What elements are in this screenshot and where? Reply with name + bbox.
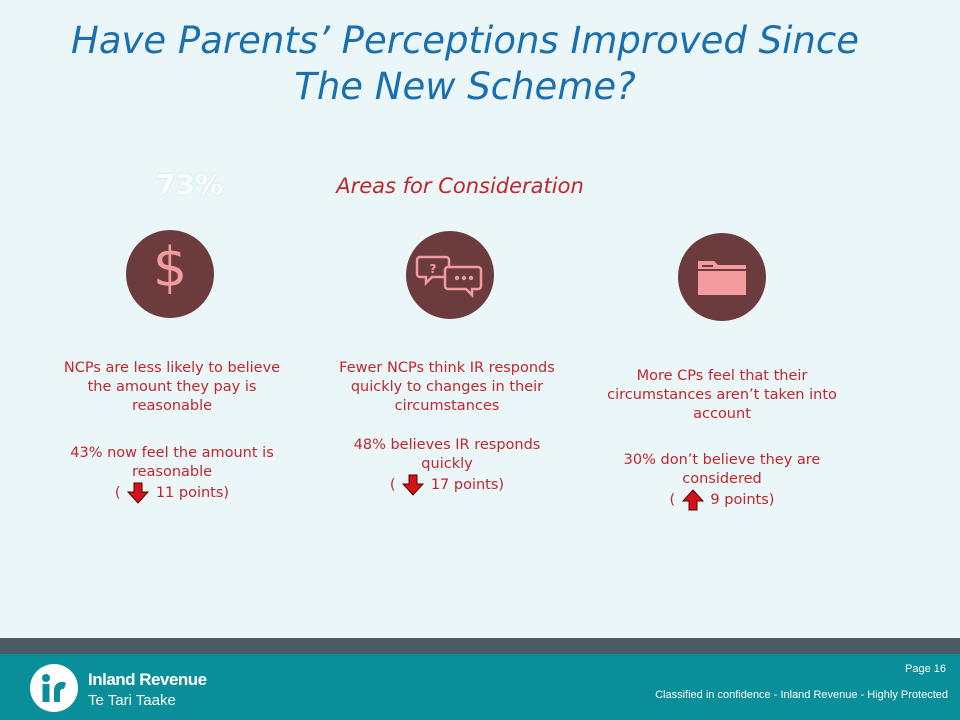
page-number: Page 16 [905, 663, 946, 675]
change-points: 9 points) [710, 492, 775, 508]
column-amount-stat-text: 43% now feel the amount is reasonable [70, 445, 274, 480]
title-line-2: The New Scheme? [294, 65, 636, 108]
up-arrow-icon [681, 489, 704, 511]
speech-bubbles-icon: ? [415, 255, 483, 299]
change-points: 17 points) [430, 477, 505, 493]
folder-icon [698, 261, 746, 295]
folder-icon-circle [678, 233, 766, 321]
change-open-paren: ( [389, 477, 396, 493]
dollar-icon: $ [152, 236, 188, 299]
ghost-percentage: 73% [156, 168, 224, 201]
column-circumstances: More CPs feel that their circumstances a… [602, 367, 842, 511]
column-circumstances-stat-text: 30% don’t believe they are considered [623, 452, 821, 487]
column-amount-finding: NCPs are less likely to believe the amou… [63, 360, 281, 414]
change-open-paren: ( [669, 492, 676, 508]
slide-title: Have Parents’ Perceptions Improved Since… [0, 18, 930, 110]
section-subtitle: Areas for Consideration [336, 174, 584, 198]
title-line-1: Have Parents’ Perceptions Improved Since [71, 19, 859, 62]
column-responsiveness: Fewer NCPs think IR responds quickly to … [327, 359, 567, 496]
column-amount: NCPs are less likely to believe the amou… [52, 359, 292, 504]
brand-name: Inland Revenue [88, 670, 207, 689]
change-open-paren: ( [114, 485, 121, 501]
brand-text: Inland Revenue Te Tari Taake [88, 670, 207, 709]
brand-maori-name: Te Tari Taake [88, 692, 176, 709]
speech-bubbles-icon-circle: ? [406, 231, 494, 319]
column-amount-stat: 43% now feel the amount is reasonable ( … [52, 444, 292, 504]
down-arrow-icon [127, 482, 150, 504]
column-responsiveness-finding: Fewer NCPs think IR responds quickly to … [339, 360, 555, 414]
change-points: 11 points) [155, 485, 230, 501]
column-circumstances-stat: 30% don’t believe they are considered ( … [602, 451, 842, 511]
column-circumstances-finding: More CPs feel that their circumstances a… [607, 368, 837, 422]
svg-text:?: ? [430, 262, 437, 276]
footer-bar: Inland Revenue Te Tari Taake Page 16 Cla… [0, 654, 960, 720]
footer-stripe [0, 638, 960, 654]
dollar-icon-circle: $ [126, 230, 214, 318]
down-arrow-icon [402, 474, 425, 496]
column-responsiveness-stat: 48% believes IR responds quickly ( 17 po… [327, 436, 567, 496]
column-responsiveness-stat-text: 48% believes IR responds quickly [353, 437, 541, 472]
inland-revenue-logo-icon [30, 664, 78, 712]
classification-notice: Classified in confidence - Inland Revenu… [655, 689, 948, 701]
